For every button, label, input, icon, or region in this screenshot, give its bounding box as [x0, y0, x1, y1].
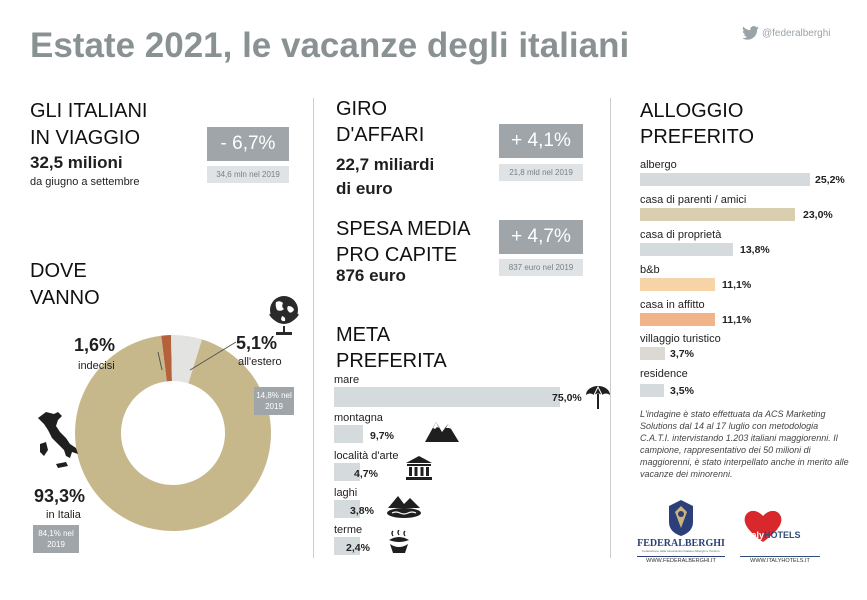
destination-bar-terme	[334, 537, 360, 555]
temple-icon	[406, 456, 432, 480]
where-heading-line1: DOVE	[30, 260, 87, 282]
twitter-icon	[742, 26, 759, 40]
italy-prev-note: 84,1% nel 2019	[33, 525, 79, 553]
federalberghi-tagline: Federazione delle Associazioni Italiane …	[642, 549, 720, 553]
destination-label-laghi: laghi	[334, 487, 358, 499]
spending-heading-line1: SPESA MEDIA	[336, 218, 471, 240]
survey-footnote: L'indagine è stato effettuata da ACS Mar…	[640, 409, 849, 479]
spa-icon	[389, 530, 409, 553]
business-prev-note: 21,8 mld nel 2019	[499, 164, 583, 181]
business-change-badge: + 4,1%	[499, 124, 583, 158]
donut-slice-italy	[75, 335, 271, 531]
business-value-line1: 22,7 miliardi	[336, 155, 435, 174]
accommodation-bar-residence	[640, 384, 664, 397]
accommodation-bar-parenti	[640, 208, 796, 221]
spending-value: 876 euro	[336, 266, 406, 285]
divider-left	[313, 98, 314, 558]
accommodation-bar-villaggio	[640, 347, 665, 360]
spending-change-badge: + 4,7%	[499, 220, 583, 254]
label-connectors	[157, 341, 237, 371]
accommodation-value-albergo: 25,2%	[815, 174, 845, 186]
travel-heading-line1: GLI ITALIANI	[30, 100, 148, 122]
destination-value-montagna: 9,7%	[370, 430, 394, 442]
globe-icon	[269, 296, 299, 335]
destination-bar-laghi	[334, 500, 360, 518]
accommodation-bar-proprieta	[640, 243, 734, 256]
federalberghi-name: FEDERALBERGHI	[637, 538, 725, 549]
destination-label-terme: terme	[334, 524, 363, 536]
page-title: Estate 2021, le vacanze degli italiani	[30, 26, 630, 65]
donut-slice-undecided	[161, 335, 172, 382]
travel-value: 32,5 milioni	[30, 153, 123, 172]
abroad-prev-note: 14,8% nel 2019	[254, 387, 294, 415]
where-donut-chart	[75, 335, 271, 531]
destination-label-montagna: montagna	[334, 412, 383, 424]
accommodation-bar-affitto	[640, 313, 715, 326]
accommodation-label-parenti: casa di parenti / amici	[640, 194, 747, 206]
mountains-icon	[425, 422, 459, 442]
italyhotels-logo[interactable]: italyHOTELS WWW.ITALYHOTELS.IT	[740, 508, 820, 570]
travel-subtitle: da giugno a settembre	[30, 176, 140, 188]
italy-label: in Italia	[46, 509, 81, 521]
travel-heading-line2: IN VIAGGIO	[30, 127, 141, 149]
undecided-label: indecisi	[78, 360, 115, 372]
destination-heading-line2: PREFERITA	[336, 350, 447, 372]
federalberghi-emblem-icon	[669, 500, 693, 536]
accommodation-value-residence: 3,5%	[670, 385, 694, 397]
accommodation-value-proprieta: 13,8%	[740, 244, 770, 256]
destination-heading-line1: META	[336, 324, 391, 346]
destination-value-arte: 4,7%	[354, 468, 378, 480]
travel-change-badge: - 6,7%	[207, 127, 289, 161]
accommodation-value-villaggio: 3,7%	[670, 348, 694, 360]
federalberghi-logo[interactable]: FEDERALBERGHI Federazione delle Associaz…	[637, 498, 725, 570]
accommodation-value-parenti: 23,0%	[803, 209, 833, 221]
italy-value: 93,3%	[34, 486, 86, 506]
destination-value-laghi: 3,8%	[350, 505, 374, 517]
spending-heading-line2: PRO CAPITE	[336, 244, 458, 266]
destination-bar-arte	[334, 463, 360, 481]
accommodation-label-villaggio: villaggio turistico	[640, 333, 721, 345]
italy-map-icon	[38, 412, 78, 468]
accommodation-bar-albergo	[640, 173, 810, 186]
italyhotels-word-italy: italy	[746, 530, 765, 540]
donut-slice-abroad	[171, 335, 203, 384]
destination-label-arte: località d'arte	[334, 450, 399, 462]
federalberghi-url: WWW.FEDERALBERGHI.IT	[637, 556, 725, 564]
abroad-label: all'estero	[238, 356, 282, 368]
destination-value-terme: 2,4%	[346, 542, 370, 554]
accommodation-label-albergo: albergo	[640, 159, 677, 171]
accommodation-heading-line1: ALLOGGIO	[640, 100, 744, 122]
destination-value-mare: 75,0%	[552, 392, 582, 404]
accommodation-label-residence: residence	[640, 368, 688, 380]
italyhotels-word-hotels: HOTELS	[764, 530, 801, 540]
accommodation-label-affitto: casa in affitto	[640, 299, 705, 311]
twitter-handle-text: @federalberghi	[762, 27, 831, 39]
accommodation-value-affitto: 11,1%	[722, 314, 752, 326]
destination-label-mare: mare	[334, 374, 360, 386]
abroad-value: 5,1%	[236, 333, 278, 353]
accommodation-label-proprieta: casa di proprietà	[640, 229, 722, 241]
destination-bar-mare	[334, 387, 560, 407]
accommodation-bar-bnb	[640, 278, 715, 291]
accommodation-label-bnb: b&b	[640, 264, 660, 276]
italyhotels-wordmark: italyHOTELS	[740, 530, 820, 540]
beach-umbrella-icon	[586, 385, 610, 409]
where-heading-line2: VANNO	[30, 287, 100, 309]
destination-bar-montagna	[334, 425, 364, 443]
accommodation-heading-line2: PREFERITO	[640, 126, 755, 148]
divider-right	[610, 98, 611, 558]
business-heading-line1: GIRO	[336, 98, 388, 120]
italyhotels-heart-icon	[744, 510, 782, 542]
business-heading-line2: D'AFFARI	[336, 124, 425, 146]
italyhotels-url: WWW.ITALYHOTELS.IT	[740, 556, 820, 564]
undecided-value: 1,6%	[74, 335, 116, 355]
travel-prev-note: 34,6 mln nel 2019	[207, 166, 289, 183]
twitter-handle[interactable]: @federalberghi	[742, 26, 831, 40]
accommodation-value-bnb: 11,1%	[722, 279, 752, 291]
business-value-line2: di euro	[336, 179, 393, 198]
spending-prev-note: 837 euro nel 2019	[499, 259, 583, 276]
lake-icon	[387, 496, 421, 518]
